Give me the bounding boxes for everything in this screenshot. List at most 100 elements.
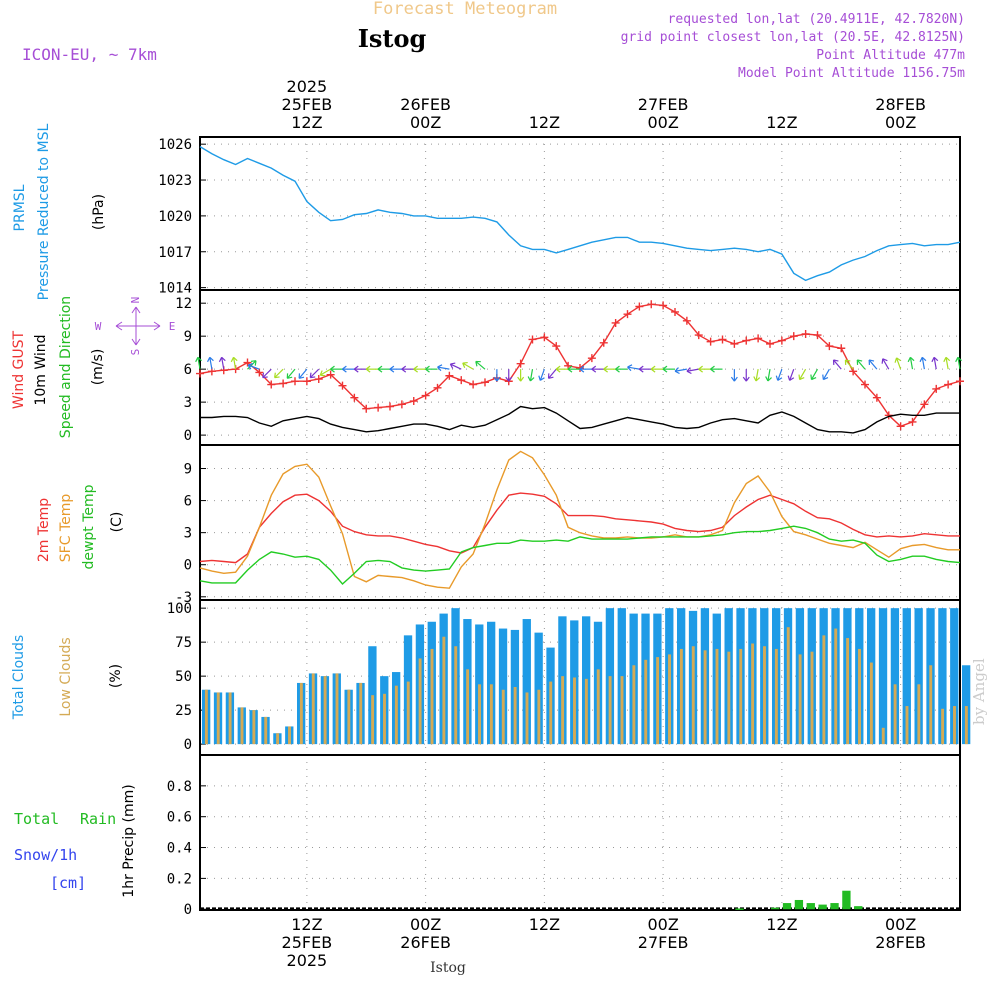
precip-label-rain: Rain [80,810,116,828]
low-cloud-bar [964,706,968,745]
panel-pressure: 1014 1017 1020 1023 1026 [158,136,961,297]
wind-arrow-head [755,377,761,382]
wind-arrow-shaft [777,368,783,381]
gust-marker [302,377,311,386]
wind-arrow [298,368,308,379]
panel-frame [199,444,961,601]
wind-arrow-shaft [833,359,842,370]
top-tick-label: 12Z [529,113,560,132]
wind-arrow-head [822,374,824,380]
temp-labels: 2m Temp SFC Temp dewpt Temp (C) [36,484,125,569]
wind-arrow-head [527,376,531,382]
wind-arrow-head [496,376,501,382]
low-cloud-bar [335,673,339,745]
low-cloud-bar [430,648,434,745]
wind-arrow-head [882,358,888,362]
top-tick-label: 27FEB [638,95,689,114]
wind-arrow-head [674,367,679,372]
wind-arrow-head [377,365,383,370]
pressure-labels: PRMSL Pressure Reduced to MSL (hPa) [12,123,107,300]
wind-arrow-shaft [209,357,213,370]
gust-marker [920,400,929,409]
wind-arrow-shaft [262,368,272,379]
low-cloud-bar [822,635,826,745]
ytick-label: 1014 [158,281,192,297]
ytick-label: 0.2 [167,871,192,887]
wind-arrow-head [896,357,902,362]
low-cloud-bar [941,708,945,745]
low-cloud-bar [679,648,683,745]
pressure-line [199,145,961,282]
precip-labels: Total Rain Snow/1h [cm] 1hr Precip (mm) [14,784,137,897]
gust-marker [469,380,478,389]
gust-marker [338,381,347,390]
gust-marker [267,380,276,389]
ytick-label: 1017 [158,245,192,261]
wind-arrow-head [845,359,851,362]
wind-arrow-head [933,356,939,362]
ytick-label: 0.6 [167,810,192,826]
precip-unit: 1hr Precip (mm) [121,784,137,897]
wind-arrow [579,365,592,373]
panel-frame [199,754,961,911]
wind-arrow [475,360,486,370]
wind-arrow-head [233,356,238,362]
wind-arrow [822,368,830,381]
wind-arrow-shaft [767,369,771,382]
low-cloud-bar [228,692,232,745]
wind-arrow-shaft [799,368,807,380]
gust-marker [433,383,442,392]
model-altitude: Model Point Altitude 1156.75m [738,66,965,81]
wind-arrow-shaft [856,359,866,370]
sfc-temp-line [199,450,960,589]
wind-arrow [377,365,390,373]
compass-west: W [95,320,102,333]
bottom-tick-label: 27FEB [638,933,689,952]
wind-arrow-head [798,374,801,380]
wind-arrow-head [811,377,817,381]
wind-arrow-head [567,368,573,373]
bottom-tick-label: 12Z [529,915,560,934]
compass-north: N [129,297,142,304]
wind-arrow-head [449,363,454,369]
wind-arrow-head [309,372,312,378]
wind-arrow-head [401,368,407,373]
top-tick-label: 00Z [885,113,916,132]
wind-arrow [230,356,238,370]
wind-arrow [907,356,915,370]
wind-arrow [567,365,580,373]
wind-arrow-head [377,368,383,373]
wind-arrow-head [218,357,223,363]
rain-bar [830,903,839,910]
gust-marker [766,339,774,348]
wind-arrow-head [810,374,813,380]
wind-arrow [698,365,711,373]
low-cloud-bar [751,643,755,745]
gust-marker [825,342,834,351]
cloud-label-1: Total Clouds [11,635,27,720]
top-tick-label: 00Z [647,113,678,132]
wind-arrow-shaft [539,368,545,381]
total-cloud-bar [487,621,496,745]
gust-marker [599,338,608,347]
bottom-tick-label: 00Z [885,915,916,934]
low-cloud-bar [537,689,541,745]
model-label: ICON-EU, ~ 7km [22,45,157,64]
wind-arrow-head [931,357,935,363]
wind-arrow [730,369,738,382]
wind-arrow [342,365,355,373]
low-cloud-bar [858,648,861,745]
wind-arrow-head [775,375,779,381]
wind-arrow-head [638,365,644,370]
wind-arrow-head [221,356,226,362]
bottom-tick-label: 2025 [287,951,328,970]
wind-arrow-head [698,368,703,373]
gust-marker [516,359,525,368]
wind-arrow-head [299,376,305,379]
low-cloud-bar [905,706,909,745]
low-cloud-bar [727,651,731,745]
low-cloud-bar [608,676,612,745]
pressure-label-2: Pressure Reduced to MSL [36,123,52,300]
wind-arrow-head [945,356,951,362]
